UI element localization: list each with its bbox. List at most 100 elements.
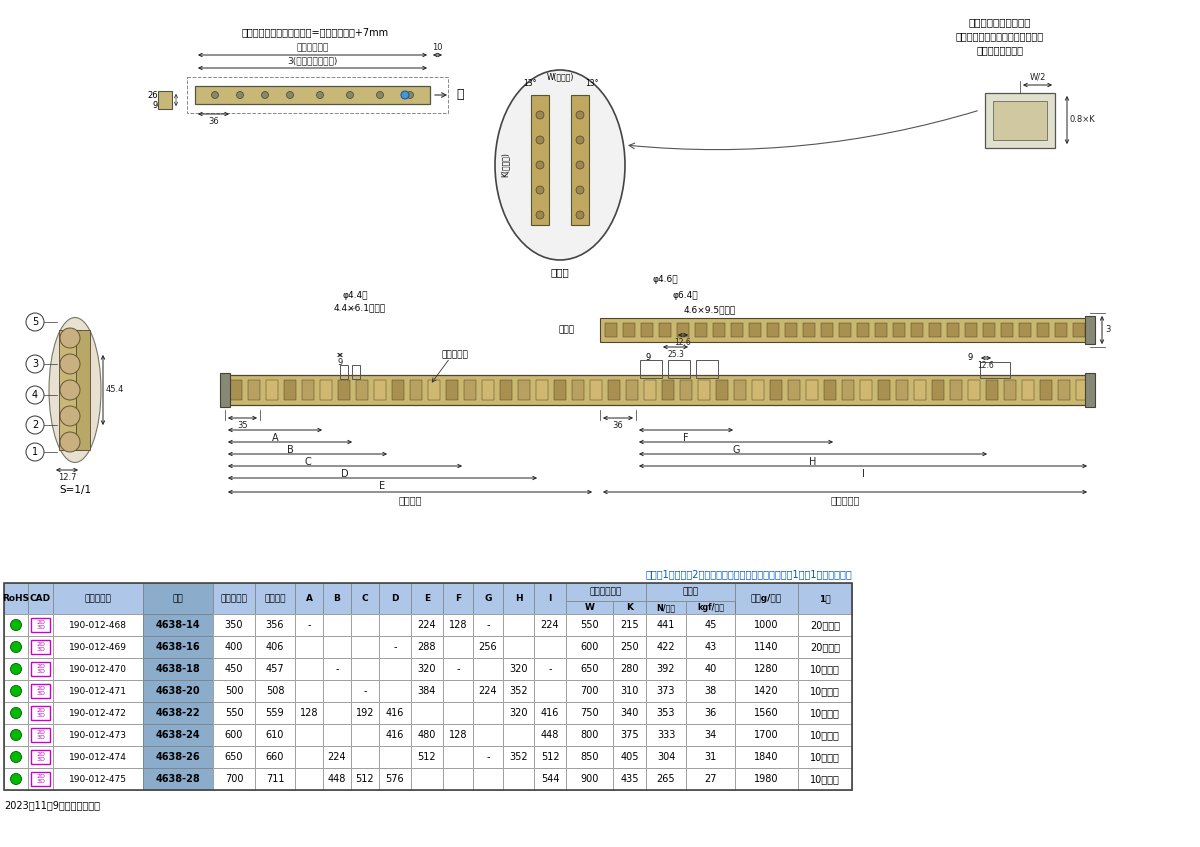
Bar xyxy=(503,614,534,636)
Text: 26: 26 xyxy=(148,91,158,99)
Bar xyxy=(798,658,852,680)
Bar xyxy=(158,91,172,109)
Text: 224: 224 xyxy=(328,752,347,762)
Bar xyxy=(646,636,686,658)
Text: 40: 40 xyxy=(704,664,716,674)
Bar xyxy=(980,362,1010,378)
Text: E: E xyxy=(424,594,430,603)
Bar xyxy=(256,724,295,746)
Text: 9: 9 xyxy=(152,101,158,109)
Bar xyxy=(410,702,443,724)
Text: 閉状態: 閉状態 xyxy=(559,325,575,335)
Bar xyxy=(1001,323,1013,337)
Bar xyxy=(566,636,613,658)
Text: 650: 650 xyxy=(581,664,599,674)
Text: 711: 711 xyxy=(265,774,284,784)
Bar xyxy=(473,636,503,658)
Text: 700: 700 xyxy=(581,686,599,696)
Bar xyxy=(214,768,256,790)
Bar xyxy=(323,680,352,702)
Bar xyxy=(1058,380,1070,400)
Bar xyxy=(443,614,473,636)
Bar xyxy=(803,323,815,337)
Text: 559: 559 xyxy=(265,708,284,718)
Bar xyxy=(443,768,473,790)
Text: 10セット: 10セット xyxy=(810,686,840,696)
Bar xyxy=(503,746,534,768)
Bar xyxy=(323,658,352,680)
Bar xyxy=(686,636,734,658)
Text: 移動距離: 移動距離 xyxy=(398,495,421,505)
Bar xyxy=(379,658,410,680)
Bar xyxy=(503,614,534,636)
Bar xyxy=(646,768,686,790)
Bar xyxy=(534,768,566,790)
Bar xyxy=(352,680,379,702)
Text: 13°: 13° xyxy=(523,79,536,87)
Text: kgf/ペア: kgf/ペア xyxy=(697,603,724,612)
Bar xyxy=(143,658,214,680)
Bar xyxy=(323,614,352,636)
Bar xyxy=(295,702,323,724)
Text: 1980: 1980 xyxy=(755,774,779,784)
Text: 引き出し長さ: 引き出し長さ xyxy=(296,43,329,52)
Bar xyxy=(295,636,323,658)
Bar xyxy=(1037,323,1049,337)
Text: 4638-18: 4638-18 xyxy=(156,664,200,674)
Circle shape xyxy=(11,707,22,718)
Text: G: G xyxy=(485,594,492,603)
Bar xyxy=(534,724,566,746)
Bar xyxy=(798,658,852,680)
Bar xyxy=(1085,316,1096,344)
Bar xyxy=(1022,380,1034,400)
Text: 406: 406 xyxy=(266,642,284,652)
Bar xyxy=(31,706,50,720)
Text: 550: 550 xyxy=(580,620,599,630)
Bar xyxy=(994,101,1046,140)
Bar xyxy=(798,702,852,724)
Bar xyxy=(668,360,690,378)
Text: レール長さ: レール長さ xyxy=(221,594,247,603)
Bar xyxy=(566,658,613,680)
Text: 1560: 1560 xyxy=(754,708,779,718)
Bar xyxy=(798,680,852,702)
Bar xyxy=(4,636,28,658)
Bar xyxy=(613,636,646,658)
Bar xyxy=(646,658,686,680)
Bar xyxy=(767,323,779,337)
Text: 320: 320 xyxy=(418,664,437,674)
Bar xyxy=(143,680,214,702)
Bar xyxy=(4,658,28,680)
Text: 1420: 1420 xyxy=(754,686,779,696)
Text: 2D
3D: 2D 3D xyxy=(36,663,44,674)
Bar xyxy=(734,702,798,724)
Bar xyxy=(352,724,379,746)
Bar xyxy=(143,746,214,768)
Bar xyxy=(534,583,566,614)
Bar xyxy=(965,323,977,337)
Circle shape xyxy=(11,641,22,652)
Circle shape xyxy=(536,211,544,219)
Text: 750: 750 xyxy=(580,708,599,718)
Text: 5: 5 xyxy=(32,317,38,327)
Text: 416: 416 xyxy=(386,730,404,740)
Bar xyxy=(446,380,458,400)
Text: レール長さ: レール長さ xyxy=(830,495,859,505)
Circle shape xyxy=(60,432,80,452)
Bar xyxy=(566,583,646,601)
Bar xyxy=(295,583,323,614)
Bar xyxy=(473,658,503,680)
Text: 256: 256 xyxy=(479,642,497,652)
Text: 2023年11月9日の情報です。: 2023年11月9日の情報です。 xyxy=(4,800,100,810)
Bar xyxy=(410,768,443,790)
Bar xyxy=(295,724,323,746)
Bar xyxy=(28,583,53,614)
Bar xyxy=(534,746,566,768)
Bar xyxy=(534,680,566,702)
Bar xyxy=(696,360,718,378)
Bar xyxy=(677,323,689,337)
Text: 422: 422 xyxy=(656,642,676,652)
Bar xyxy=(566,583,646,601)
Bar xyxy=(230,380,242,400)
Text: 4: 4 xyxy=(32,390,38,400)
